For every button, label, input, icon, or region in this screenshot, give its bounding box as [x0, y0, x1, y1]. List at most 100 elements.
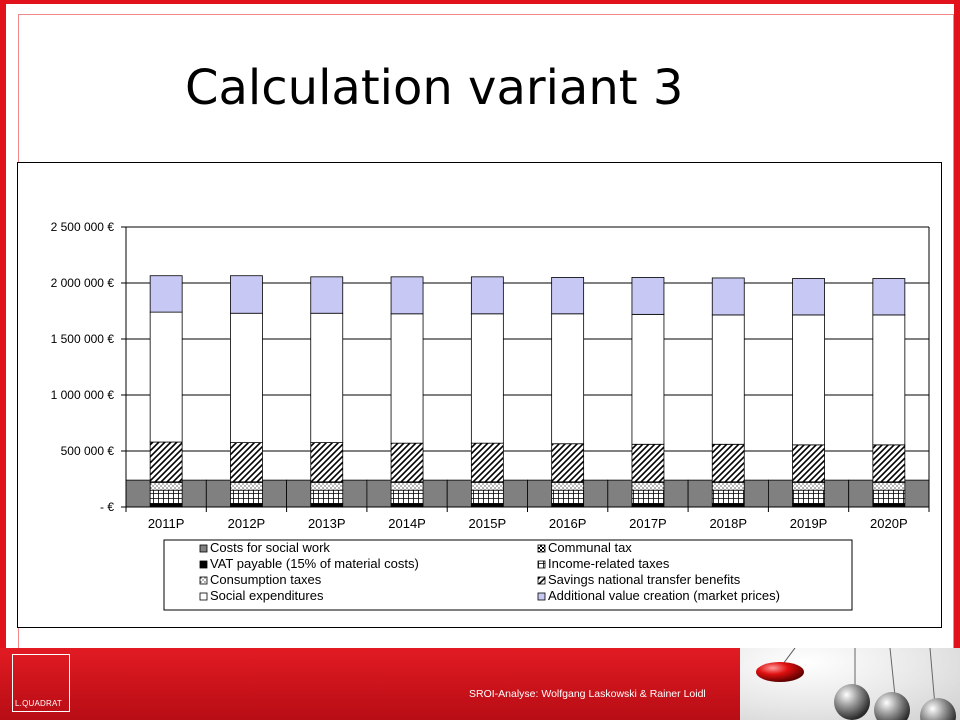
pendulum-balls-icon — [756, 648, 956, 720]
bar-segment: 2016P Consumption taxes: 70000 — [551, 481, 585, 491]
bar-segment: 2019P Additional value creation (market … — [792, 278, 825, 316]
bar-segment: 2014P Income-related taxes: 120000 — [390, 489, 424, 505]
bar-segment: 2012P Income-related taxes: 120000 — [230, 489, 263, 505]
x-tick-label: 2012P — [228, 516, 266, 531]
bar-segment: 2016P Savings national transfer benefits… — [551, 443, 585, 483]
bar-segment: 2019P Social expenditures: 1160000 — [792, 314, 825, 446]
bar-segment: 2014P Consumption taxes: 70000 — [390, 481, 424, 491]
bar-segment: 2015P Savings national transfer benefits… — [470, 442, 504, 483]
bar-segment: 2012P Consumption taxes: 70000 — [230, 481, 263, 491]
y-tick-label: 2 500 000 € — [51, 220, 115, 234]
bar-segment: 2019P Income-related taxes: 120000 — [792, 489, 825, 505]
bar-segment: 2020P Social expenditures: 1160000 — [872, 314, 906, 446]
bar-segment: 2020P Savings national transfer benefits… — [872, 444, 906, 483]
legend-swatch — [537, 592, 546, 601]
x-tick-label: 2020P — [870, 516, 908, 531]
bar-segment: 2017P Social expenditures: 1160000 — [631, 313, 665, 445]
bar-segment: 2011P Income-related taxes: 120000 — [149, 489, 183, 505]
x-tick-label: 2018P — [709, 516, 747, 531]
bar-segment: 2017P Savings national transfer benefits… — [631, 443, 665, 483]
legend-label: Communal tax — [548, 540, 632, 555]
legend-label: Savings national transfer benefits — [548, 572, 741, 587]
x-tick-label: 2014P — [388, 516, 426, 531]
x-tick-label: 2015P — [469, 516, 507, 531]
bar-segment: 2019P Consumption taxes: 70000 — [792, 481, 825, 491]
y-tick-label: 2 000 000 € — [51, 276, 115, 290]
bar-segment: 2015P VAT payable (15% of material costs… — [470, 503, 504, 508]
bar-segment: 2017P Consumption taxes: 70000 — [631, 481, 665, 491]
bar-segment: 2013P Additional value creation (market … — [310, 276, 344, 314]
page-title: Calculation variant 3 — [185, 60, 684, 116]
bar-segment: 2020P Income-related taxes: 120000 — [872, 489, 906, 505]
y-tick-label: - € — [100, 500, 114, 514]
legend-swatch — [537, 544, 546, 553]
bar-segment: 2016P Additional value creation (market … — [551, 277, 585, 315]
bar-segment: 2020P Additional value creation (market … — [872, 278, 906, 316]
legend-swatch — [537, 576, 546, 585]
x-tick-label: 2017P — [629, 516, 667, 531]
x-tick-label: 2016P — [549, 516, 587, 531]
bar-segment: 2012P Additional value creation (market … — [230, 275, 263, 314]
bar-segment: 2012P Social expenditures: 1155000 — [230, 312, 263, 444]
legend-swatch — [199, 592, 208, 601]
logo: L.QUADRAT — [12, 654, 70, 712]
bar-segment: 2015P Consumption taxes: 70000 — [470, 481, 504, 491]
bar-segment: 2014P Social expenditures: 1155000 — [390, 313, 424, 444]
bar-segment: 2018P Social expenditures: 1155000 — [711, 314, 745, 445]
stacked-bar-chart: Costs for social work: 240000Costs for s… — [51, 220, 930, 611]
bar-segment: 2017P VAT payable (15% of material costs… — [631, 503, 665, 508]
legend-label: VAT payable (15% of material costs) — [210, 556, 419, 571]
chart-area: Costs for social work: 240000Costs for s… — [17, 162, 942, 628]
bar-segment: 2018P Consumption taxes: 70000 — [711, 481, 745, 491]
bar-segment: 2018P Income-related taxes: 120000 — [711, 489, 745, 505]
bar-segment: 2011P Social expenditures: 1160000 — [149, 311, 183, 443]
bar-segment: 2015P Additional value creation (market … — [470, 276, 504, 315]
bar-segment: 2011P Savings national transfer benefits… — [149, 441, 183, 483]
legend-label: Additional value creation (market prices… — [548, 588, 780, 603]
bar-segment: 2018P VAT payable (15% of material costs… — [711, 503, 745, 508]
legend-label: Consumption taxes — [210, 572, 322, 587]
bar-segment: 2019P Savings national transfer benefits… — [792, 444, 825, 483]
bar-segment: 2017P Additional value creation (market … — [631, 277, 665, 315]
legend-box — [163, 539, 853, 611]
bar-segment: 2013P Savings national transfer benefits… — [310, 442, 344, 483]
x-tick-label: 2013P — [308, 516, 346, 531]
x-tick-label: 2011P — [148, 516, 185, 531]
bar-segment: 2013P Social expenditures: 1155000 — [310, 312, 344, 444]
legend-label: Social expenditures — [210, 588, 324, 603]
legend-label: Income-related taxes — [548, 556, 670, 571]
bar-segment: 2018P Savings national transfer benefits… — [711, 443, 745, 483]
y-tick-label: 1 500 000 € — [51, 332, 115, 346]
bar-segment: 2017P Income-related taxes: 120000 — [631, 489, 665, 505]
bar-segment: 2018P Additional value creation (market … — [711, 277, 745, 316]
bar-segment: 2013P VAT payable (15% of material costs… — [310, 503, 344, 508]
bar-segment: 2016P Income-related taxes: 120000 — [551, 489, 585, 505]
legend-swatch — [199, 560, 208, 569]
legend-swatch — [537, 560, 546, 569]
pendulum-balls-image — [740, 648, 960, 720]
bar-segment: 2013P Income-related taxes: 120000 — [310, 489, 344, 505]
bar-segment: 2020P Consumption taxes: 70000 — [872, 481, 906, 491]
bar-segment: 2011P VAT payable (15% of material costs… — [149, 503, 183, 508]
bar-segment: 2014P VAT payable (15% of material costs… — [390, 503, 424, 508]
bar-segment: 2012P Savings national transfer benefits… — [230, 442, 263, 483]
legend-swatch — [199, 576, 208, 585]
x-tick-label: 2019P — [790, 516, 828, 531]
bar-segment: 2011P Additional value creation (market … — [149, 275, 183, 313]
bar-segment: 2012P VAT payable (15% of material costs… — [230, 503, 263, 508]
y-tick-label: 1 000 000 € — [51, 388, 115, 402]
bar-segment: 2011P Consumption taxes: 70000 — [149, 481, 183, 491]
bar-segment: 2019P VAT payable (15% of material costs… — [792, 503, 825, 508]
legend-swatch — [199, 544, 208, 553]
bar-segment: 2020P VAT payable (15% of material costs… — [872, 503, 906, 508]
bar-segment: 2016P Social expenditures: 1160000 — [551, 313, 585, 445]
legend-label: Costs for social work — [210, 540, 330, 555]
logo-text: L.QUADRAT — [15, 699, 62, 708]
bar-segment: 2014P Additional value creation (market … — [390, 276, 424, 315]
footer-credit: SROI-Analyse: Wolfgang Laskowski & Raine… — [469, 688, 706, 700]
bar-segment: 2014P Savings national transfer benefits… — [390, 442, 424, 483]
y-tick-label: 500 000 € — [61, 444, 115, 458]
bar-segment: 2016P VAT payable (15% of material costs… — [551, 503, 585, 508]
bar-segment: 2013P Consumption taxes: 70000 — [310, 481, 344, 491]
bar-segment: 2015P Income-related taxes: 120000 — [470, 489, 504, 505]
